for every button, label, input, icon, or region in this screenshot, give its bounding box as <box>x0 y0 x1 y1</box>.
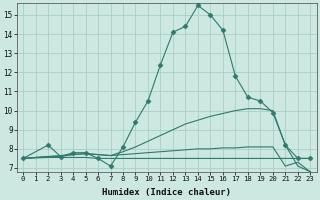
X-axis label: Humidex (Indice chaleur): Humidex (Indice chaleur) <box>102 188 231 197</box>
